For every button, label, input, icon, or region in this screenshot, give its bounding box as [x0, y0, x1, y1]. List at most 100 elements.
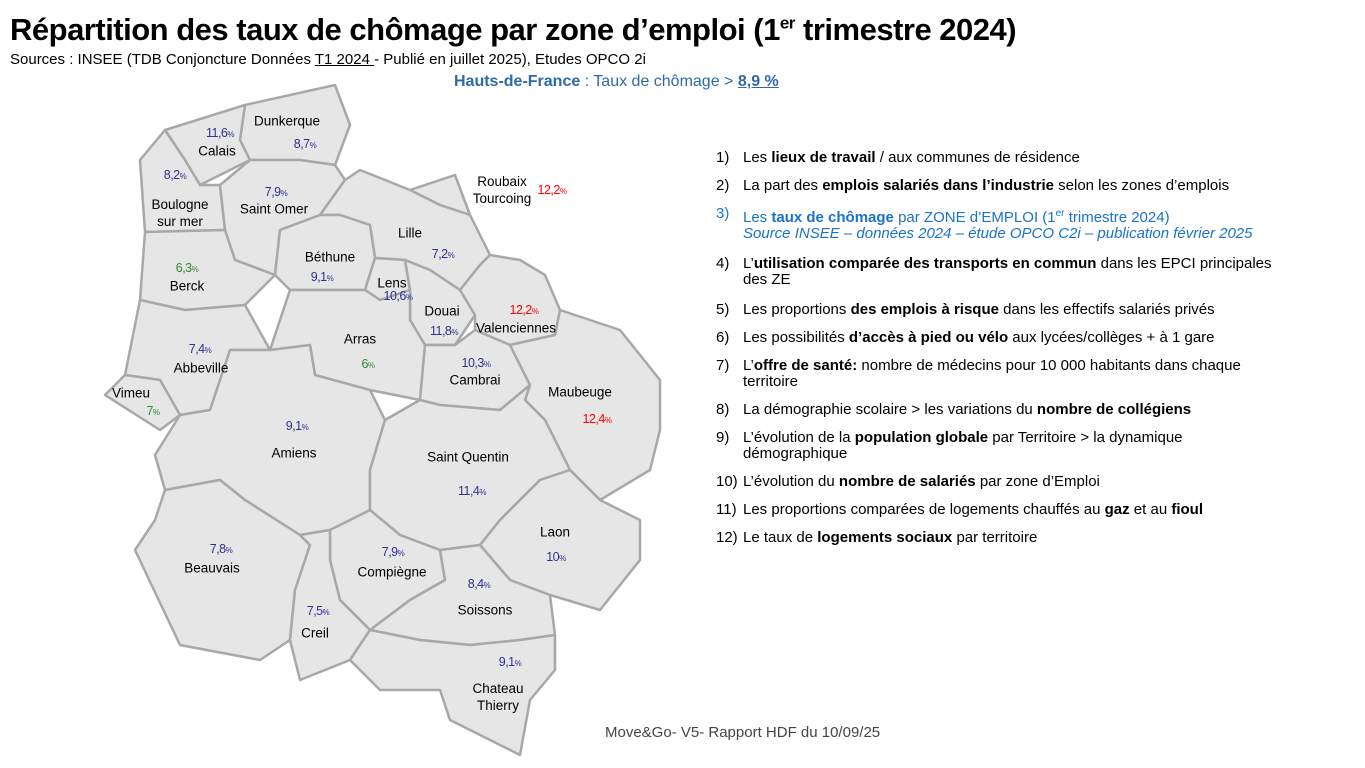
rate-value: 12,2 [509, 303, 533, 317]
text-segment: L’ [743, 357, 754, 374]
rate-value: 9,1 [498, 655, 515, 669]
zone-rate-boulogne-sur-mer: 8,2% [164, 168, 187, 182]
text-segment: aux lycées/collèges + à 1 gare [1008, 329, 1215, 346]
text-segment: Les proportions comparées de logements c… [743, 501, 1105, 518]
percent-sign: % [326, 274, 334, 283]
rate-value: 12,2 [537, 183, 561, 197]
bold-segment: d’accès à pied ou vélo [848, 329, 1009, 346]
rate-value: 12,4 [582, 412, 606, 426]
text-segment: Le taux de [743, 529, 818, 546]
zone-chateau-thierry [348, 628, 557, 757]
zone-rate-chateau-thierry: 9,1% [499, 655, 522, 669]
list-item-number: 8) [716, 401, 730, 418]
percent-sign: % [179, 172, 187, 181]
bold-segment: lieux de travail [771, 149, 876, 166]
percent-sign: % [514, 659, 522, 668]
list-item-text: Les possibilités d’accès à pied ou vélo … [743, 330, 1215, 346]
list-item-number: 12) [716, 529, 738, 546]
text-segment: dans les EPCI principales des ZE [743, 255, 1272, 288]
percent-sign: % [152, 408, 160, 417]
zone-rate-vimeu: 7% [146, 404, 160, 418]
text-segment: et au [1129, 501, 1172, 518]
rate-value: 9,1 [285, 419, 302, 433]
text-segment: er [1055, 208, 1065, 219]
zone-rate-valenciennes: 12,2% [510, 303, 539, 317]
rate-value: 7 [146, 404, 153, 418]
sources-period: T1 2024 [314, 51, 375, 68]
percent-sign: % [451, 328, 459, 337]
zone-name-abbeville: Abbeville [173, 360, 229, 376]
text-segment: trimestre 2024) [1064, 209, 1170, 226]
rate-value: 7,2 [431, 247, 448, 261]
bold-segment: fioul [1171, 501, 1203, 518]
zone-vimeu [103, 373, 182, 432]
text-segment: Les possibilités [743, 329, 849, 346]
text-segment: nombre de médecins pour 10 000 habitants… [743, 357, 1241, 390]
rate-value: 11,8 [429, 324, 452, 338]
percent-sign: % [483, 360, 491, 369]
rate-value: 11,4 [457, 484, 480, 498]
zone-name-bethune: Béthune [304, 249, 356, 265]
text-segment: La démographie scolaire > les variations… [743, 401, 1037, 418]
list-item-number: 3) [716, 205, 730, 222]
rate-value: 7,9 [381, 545, 398, 559]
text-segment: Les [743, 149, 772, 166]
rate-value: 6 [361, 357, 368, 371]
list-item-number: 9) [716, 429, 730, 446]
sources-prefix: Sources : INSEE (TDB Conjoncture Données [10, 51, 315, 68]
percent-sign: % [280, 189, 288, 198]
percent-sign: % [225, 546, 233, 555]
text-segment: Les proportions [743, 301, 851, 318]
rate-value: 9,1 [310, 270, 327, 284]
sources-line: Sources : INSEE (TDB Conjoncture Données… [10, 51, 646, 68]
rate-value: 11,6 [205, 126, 228, 140]
text-segment: par Territoire > la dynamique démographi… [743, 429, 1183, 462]
text-segment: selon les zones d’emplois [1053, 177, 1230, 194]
list-item-text: Le taux de logements sociaux par territo… [743, 530, 1037, 546]
employment-zones-map [103, 83, 662, 757]
percent-sign: % [483, 581, 491, 590]
title-end: trimestre 2024) [794, 12, 1017, 47]
percent-sign: % [479, 488, 487, 497]
list-item-text: La démographie scolaire > les variations… [743, 402, 1191, 418]
list-item-text: L’utilisation comparée des transports en… [743, 256, 1276, 288]
list-item-text: Les lieux de travail / aux communes de r… [743, 150, 1080, 166]
list-item: 2) La part des emplois salariés dans l’in… [716, 178, 1276, 194]
rate-value: 8,7 [293, 137, 310, 151]
list-item: 10) L’évolution du nombre de salariés par… [716, 474, 1276, 490]
zone-name-soissons: Soissons [457, 602, 513, 618]
zone-rate-bethune: 9,1% [311, 270, 334, 284]
zone-name-laon: Laon [539, 524, 571, 540]
percent-sign: % [604, 416, 612, 425]
zone-rate-beauvais: 7,8% [210, 542, 233, 556]
bold-segment: offre de santé: [753, 357, 858, 374]
zone-name-chateau-thierry: Chateau Thierry [472, 681, 524, 713]
text-segment: par ZONE d’EMPLOI (1 [893, 209, 1056, 226]
region-text: : Taux de chômage > [580, 73, 738, 90]
percent-sign: % [559, 554, 566, 563]
list-item: 11) Les proportions comparées de logement… [716, 502, 1276, 518]
list-item-text: L’offre de santé: nombre de médecins pou… [743, 358, 1276, 390]
region-label: Hauts-de-France [454, 73, 581, 90]
list-item-number: 4) [716, 255, 730, 272]
bold-segment: taux de chômage [771, 209, 894, 226]
zone-rate-amiens: 9,1% [286, 419, 309, 433]
list-item-number: 10) [716, 473, 738, 490]
list-item: 5) Les proportions des emplois à risque d… [716, 302, 1276, 318]
percent-sign: % [204, 346, 212, 355]
list-item: 4) L’utilisation comparée des transports … [716, 256, 1276, 288]
rate-value: 7,4 [188, 342, 205, 356]
list-item-text: Les taux de chômage par ZONE d’EMPLOI (1… [743, 206, 1252, 242]
title-sup: er [779, 13, 796, 33]
text-segment: dans les effectifs salariés privés [998, 301, 1215, 318]
zone-rate-laon: 10% [546, 550, 566, 564]
zone-name-saint-quentin: Saint Quentin [427, 449, 509, 465]
zone-rate-douai: 11,8% [429, 324, 459, 338]
text-segment: L’ [743, 255, 754, 272]
bold-segment: utilisation comparée des transports en c… [753, 255, 1097, 272]
text-segment: par zone d’Emploi [975, 473, 1100, 490]
zone-rate-lille: 7,2% [432, 247, 455, 261]
list-item: 1) Les lieux de travail / aux communes de… [716, 150, 1276, 166]
rate-value: 7,5 [306, 604, 323, 618]
text-segment: / aux communes de résidence [875, 149, 1080, 166]
